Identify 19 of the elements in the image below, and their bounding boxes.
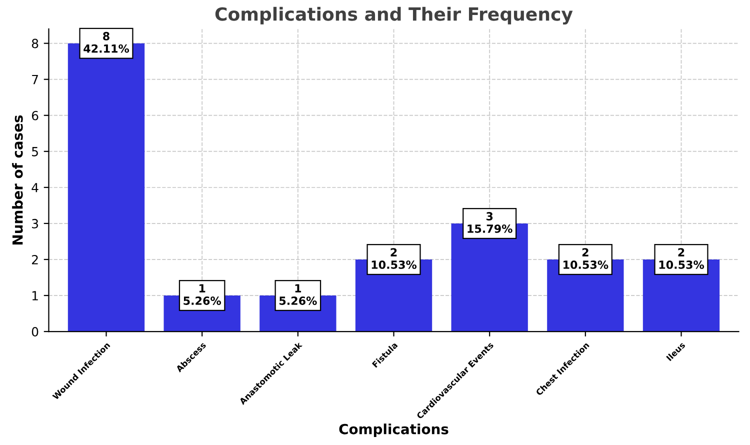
data-label: 2 10.53% <box>372 248 417 269</box>
y-tick-label: 0 <box>32 326 38 336</box>
y-tick-label: 1 <box>32 291 38 300</box>
y-tick-label: 4 <box>32 183 38 192</box>
y-tick-label: 6 <box>32 110 38 120</box>
data-label: 3 15.79% <box>468 212 512 233</box>
y-tick-label: 5 <box>32 147 38 156</box>
chart-title: Complications and Their Frequency <box>215 6 573 24</box>
y-tick-label: 7 <box>32 74 38 84</box>
data-label: 1 5.26% <box>184 284 222 305</box>
data-label: 8 42.11% <box>84 32 130 53</box>
x-axis-title: Complications <box>339 424 448 438</box>
y-tick-label: 8 <box>32 38 38 48</box>
y-tick-label: 2 <box>32 254 38 264</box>
y-tick-label: 3 <box>32 218 38 228</box>
data-label: 2 10.53% <box>659 248 704 269</box>
data-label: 1 5.26% <box>280 284 317 305</box>
y-axis-title: Number of cases <box>12 115 23 244</box>
data-label: 2 10.53% <box>564 248 608 269</box>
